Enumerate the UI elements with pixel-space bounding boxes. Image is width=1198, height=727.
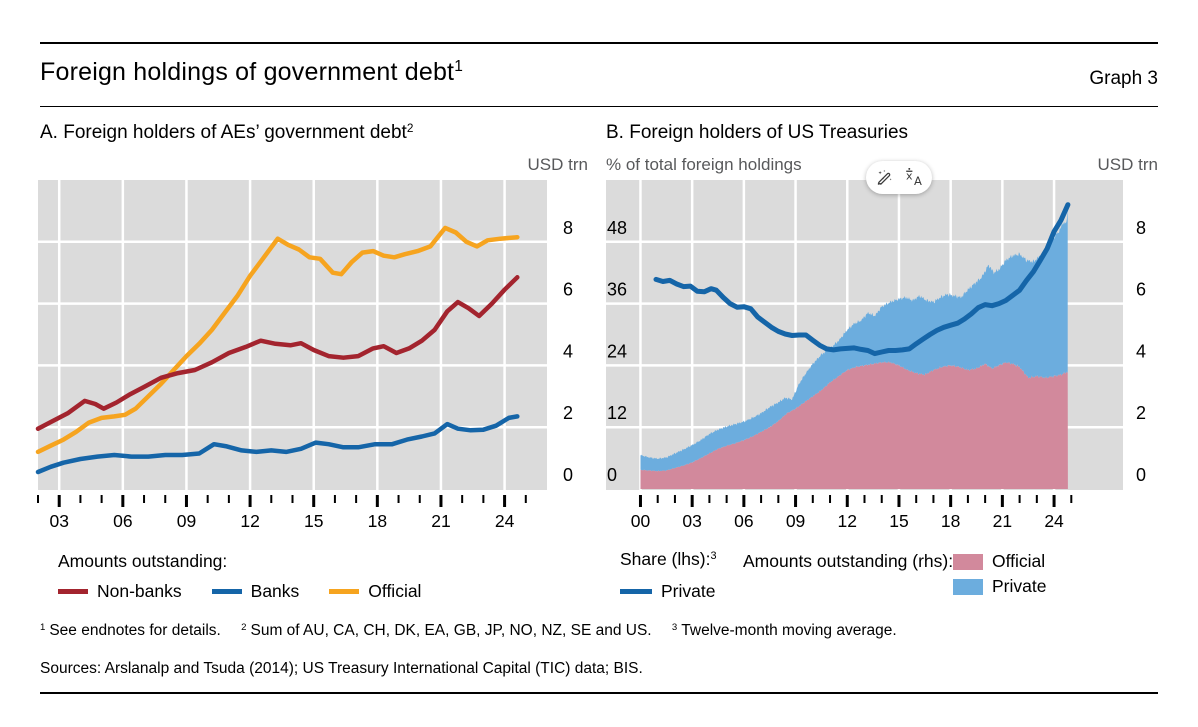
panel-b-left-axis-label: 48 [607, 218, 627, 238]
footnote-3: 3 Twelve-month moving average. [671, 621, 897, 639]
title-divider-rule [40, 106, 1158, 107]
x-axis-tick-label: 15 [304, 511, 323, 531]
panel-a-y-axis-label: 4 [563, 341, 573, 361]
panel-b-right-axis-label: 0 [1136, 465, 1146, 485]
x-axis-tick-label: 18 [941, 511, 960, 531]
legend-item-label: Official [368, 581, 422, 601]
x-axis-tick-label: 00 [631, 511, 651, 531]
svg-text:A: A [914, 174, 922, 187]
x-axis-tick-label: 15 [889, 511, 908, 531]
footnote-2: 2 Sum of AU, CA, CH, DK, EA, GB, JP, NO, … [241, 621, 652, 639]
sources-line: Sources: Arslanalp and Tsuda (2014); US … [40, 660, 643, 677]
share-footnote-ref: 3 [710, 550, 717, 563]
official-line-swatch [329, 589, 360, 594]
private-area [640, 208, 1068, 472]
private-share-line [653, 202, 1071, 357]
x-axis-tick-label: 12 [240, 511, 259, 531]
x-axis-tick-label: 18 [368, 511, 387, 531]
panel-b-left-axis-label: 0 [607, 465, 617, 485]
legend-item-label: Private [992, 576, 1047, 596]
top-rule [40, 42, 1158, 44]
x-axis-tick-label: 21 [431, 511, 450, 531]
official-area [640, 361, 1068, 489]
panel-b-title: B. Foreign holders of US Treasuries [606, 122, 909, 143]
x-axis-tick-label: 24 [1044, 511, 1064, 531]
legend-item-official: Official [329, 581, 421, 602]
nonbanks-line-swatch [58, 589, 88, 594]
private-share-line-swatch [620, 589, 652, 594]
panel-a-plot-background [38, 180, 547, 490]
panel-b-right-axis-unit: USD trn [1097, 155, 1158, 174]
legend-item-label: Banks [250, 581, 300, 601]
panel-a-legend: Non-banks Banks Official [58, 581, 421, 602]
legend-item-label: Non-banks [97, 581, 182, 601]
panel-a-y-axis-label: 6 [563, 280, 573, 300]
panel-a-legend-header: Amounts outstanding: [58, 551, 228, 571]
panel-a-y-axis-label: 8 [563, 218, 573, 238]
series-line-non-banks [35, 275, 520, 431]
legend-item-nonbanks: Non-banks [58, 581, 182, 602]
footnote-1: 1 See endnotes for details. [40, 621, 221, 639]
panel-a-y-axis-label: 0 [563, 465, 573, 485]
title-footnote-ref: 1 [454, 58, 464, 76]
panel-a-y-axis-label: 2 [563, 403, 573, 423]
series-line-banks [35, 414, 520, 475]
banks-line-swatch [211, 589, 242, 594]
panel-b-left-axis-label: 12 [607, 403, 627, 423]
panel-b-left-axis-label: 24 [607, 341, 627, 361]
x-axis-tick-label: 03 [682, 511, 701, 531]
x-axis-tick-label: 09 [177, 511, 196, 531]
panel-a-title: A. Foreign holders of AEs’ government de… [40, 121, 414, 143]
panel-b-right-axis-label: 8 [1136, 218, 1146, 238]
private-area-swatch [953, 578, 983, 595]
x-axis-tick-label: 12 [838, 511, 857, 531]
x-axis-tick-label: 06 [113, 511, 132, 531]
series-line-official [35, 225, 520, 455]
x-axis-tick-label: 21 [993, 511, 1012, 531]
x-axis-tick-label: 06 [734, 511, 753, 531]
legend-item-label: Official [992, 551, 1046, 571]
official-area-swatch [953, 553, 983, 570]
translate-icon[interactable]: x A [905, 168, 924, 187]
panel-a-right-axis-unit: USD trn [527, 155, 588, 174]
panel-b-right-axis-label: 6 [1136, 280, 1146, 300]
svg-text:x: x [906, 170, 913, 183]
panel-b-amounts-legend-header: Amounts outstanding (rhs): [743, 551, 954, 571]
footnotes-line: 1 See endnotes for details. 2 Sum of AU, C… [40, 622, 1160, 640]
legend-item-private-area: Private [953, 576, 1046, 597]
legend-item-official-area: Official [953, 551, 1045, 572]
panel-b-left-axis-label: 36 [607, 280, 627, 300]
x-axis-tick-label: 09 [786, 511, 805, 531]
x-axis-tick-label: 24 [495, 511, 515, 531]
page-title: Foreign holdings of government debt1 [40, 58, 464, 86]
panel-b-right-axis-label: 4 [1136, 341, 1146, 361]
panel-b-right-axis-label: 2 [1136, 403, 1146, 423]
panel-b-share-legend-item: Private [620, 581, 715, 602]
panel-b-share-legend-header: Share (lhs):3 [620, 549, 717, 569]
x-axis-tick-label: 03 [49, 511, 68, 531]
graph-number-label: Graph 3 [1089, 68, 1158, 89]
compose-rewrite-icon[interactable] [875, 168, 894, 187]
edge-mini-menu[interactable]: x A [866, 161, 932, 194]
legend-item-banks: Banks [211, 581, 300, 602]
panel-b-left-axis-unit: % of total foreign holdings [606, 155, 802, 174]
bottom-rule [40, 692, 1158, 694]
legend-item-label: Private [661, 581, 716, 601]
panel-a-footnote-ref: 2 [406, 121, 414, 135]
